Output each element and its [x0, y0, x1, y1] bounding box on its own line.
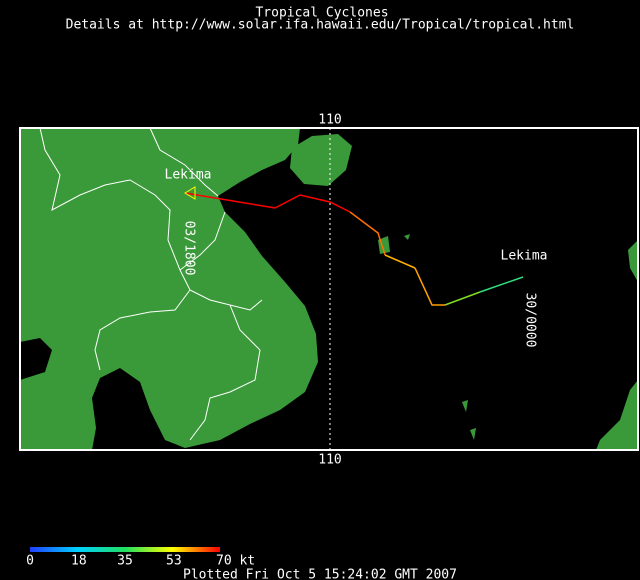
track-segment	[479, 276, 524, 293]
title: Tropical Cyclones	[255, 6, 388, 21]
map: 110 110 Lekima Lekima 03/1800 30/0000	[19, 113, 639, 468]
colorbar-tick-label: 53	[166, 554, 182, 569]
colorbar-scale	[30, 547, 220, 552]
colorbar-tick-label: 70 kt	[216, 554, 255, 569]
map-frame	[19, 127, 639, 451]
time-label: 30/0000	[523, 293, 538, 348]
time-label: 03/1800	[182, 221, 197, 276]
footer: Plotted Fri Oct 5 15:24:02 GMT 2007	[183, 568, 457, 580]
track-segment	[414, 267, 445, 306]
hainan	[290, 134, 352, 186]
longitude-label: 110	[318, 453, 341, 468]
longitude-label: 110	[318, 113, 341, 128]
track-segment	[384, 254, 416, 269]
colorbar-tick-label: 0	[26, 554, 34, 569]
track	[184, 186, 524, 306]
start-marker	[184, 186, 196, 200]
subtitle: Details at http://www.solar.ifa.hawaii.e…	[66, 18, 575, 33]
storm-label: Lekima	[165, 168, 212, 183]
mainland	[20, 128, 318, 450]
track-segment	[444, 291, 481, 306]
colorbar: 0 18 35 53 70 kt	[26, 547, 255, 569]
track-segment	[184, 192, 351, 213]
colorbar-tick-label: 35	[117, 554, 133, 569]
islands	[378, 234, 638, 450]
borders	[39, 127, 263, 441]
track-segment	[349, 211, 386, 256]
storm-label: Lekima	[501, 249, 548, 264]
colorbar-tick-label: 18	[71, 554, 87, 569]
